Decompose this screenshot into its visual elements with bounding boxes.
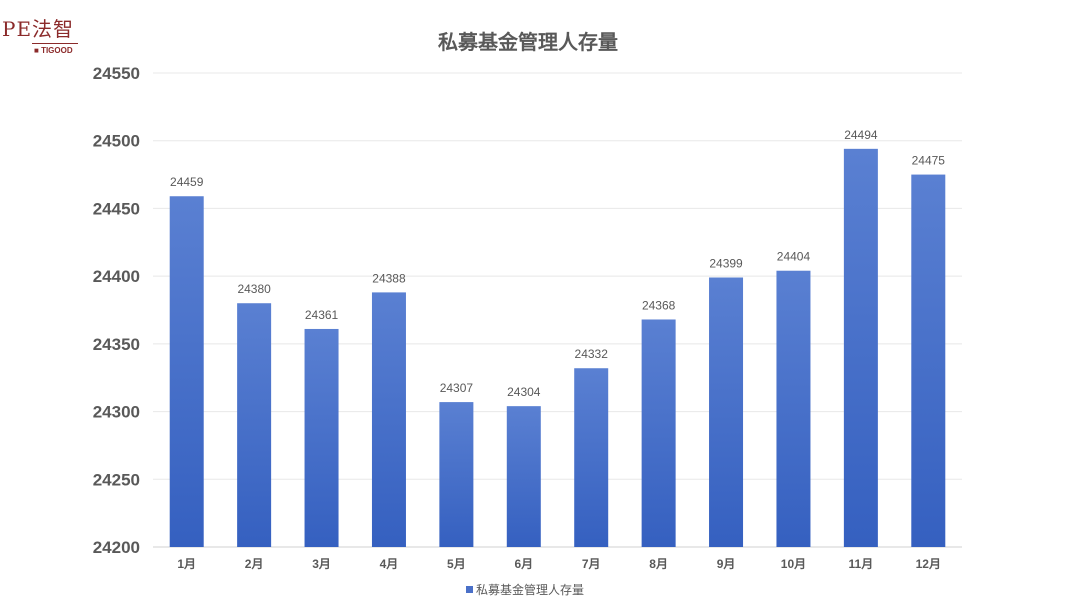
bar [304,328,339,547]
bar [371,292,406,547]
chart-title: 私募基金管理人存量 [438,30,618,54]
bar [169,196,204,548]
y-tick-label: 24500 [93,132,140,151]
x-tick-label: 5月 [447,557,466,571]
x-tick-label: 4月 [380,557,399,571]
x-tick-label: 10月 [781,557,806,571]
bar [709,277,744,547]
bar [776,270,811,547]
y-tick-label: 24250 [93,470,140,489]
bar [641,319,676,547]
y-tick-label: 24350 [93,335,140,354]
data-label: 24404 [777,250,811,264]
bar [439,402,474,547]
x-tick-label: 1月 [177,557,196,571]
bar [237,303,272,547]
y-tick-label: 24450 [93,199,140,218]
bar [911,174,946,548]
data-label: 24399 [709,256,743,270]
y-tick-label: 24400 [93,267,140,286]
x-tick-label: 8月 [649,557,668,571]
x-tick-label: 9月 [717,557,736,571]
x-tick-label: 11月 [849,557,874,571]
logo-text: PE法智 [2,17,75,41]
logo-divider [32,43,78,44]
legend-label: 私募基金管理人存量 [476,582,584,597]
x-tick-label: 12月 [916,557,941,571]
logo-subtext: ■ TIGOOD [34,46,73,55]
legend: 私募基金管理人存量 [466,582,584,597]
x-tick-label: 2月 [245,557,264,571]
bar [843,148,878,547]
data-label: 24304 [507,385,541,399]
data-label: 24459 [170,175,204,189]
x-tick-label: 7月 [582,557,601,571]
data-label: 24494 [844,128,878,142]
data-label: 24332 [575,347,609,361]
data-label: 24380 [237,282,271,296]
data-label: 24361 [305,308,339,322]
y-tick-label: 24550 [93,64,140,83]
bar [506,406,541,547]
logo-sub-label: TIGOOD [41,46,73,55]
x-tick-label: 6月 [514,557,533,571]
data-label: 24368 [642,298,676,312]
y-tick-label: 24200 [93,538,140,557]
data-label: 24307 [440,381,474,395]
bar [574,368,609,547]
x-tick-label: 3月 [312,557,331,571]
y-tick-label: 24300 [93,403,140,422]
logo: PE法智 ■ TIGOOD [2,18,82,55]
data-label: 24475 [912,154,946,168]
legend-swatch [466,586,473,593]
data-label: 24388 [372,271,406,285]
